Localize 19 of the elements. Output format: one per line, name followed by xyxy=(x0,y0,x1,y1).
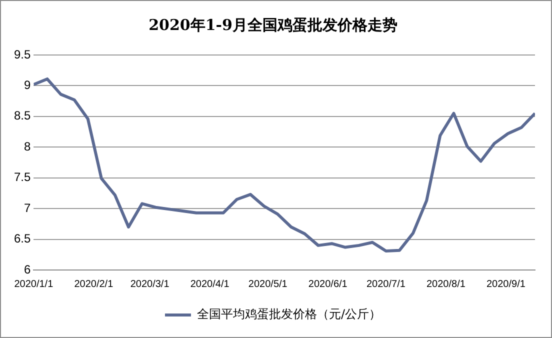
x-tick-label: 2020/2/1 xyxy=(74,278,114,290)
y-tick-label: 9.5 xyxy=(14,47,31,62)
x-tick-label: 2020/9/1 xyxy=(486,278,526,290)
x-tick-label: 2020/8/1 xyxy=(426,278,466,290)
y-tick-label: 7.5 xyxy=(14,170,31,184)
legend-label: 全国平均鸡蛋批发价格（元/公斤） xyxy=(196,307,382,322)
x-tick-label: 2020/7/1 xyxy=(366,278,406,290)
x-tick-label: 2020/6/1 xyxy=(308,278,348,290)
y-tick-label: 9 xyxy=(24,78,31,92)
x-tick-label: 2020/1/1 xyxy=(14,278,54,290)
chart-title: 2020年1-9月全国鸡蛋批发价格走势 xyxy=(148,16,398,34)
y-tick-label: 8 xyxy=(24,139,31,154)
x-tick-label: 2020/3/1 xyxy=(130,278,170,290)
x-tick-label: 2020/4/1 xyxy=(190,278,230,290)
y-tick-label: 6.5 xyxy=(14,232,31,246)
y-tick-label: 7 xyxy=(24,200,31,215)
y-tick-label: 6 xyxy=(24,262,31,276)
x-tick-label: 2020/5/1 xyxy=(248,278,288,290)
y-tick-label: 8.5 xyxy=(14,108,31,123)
